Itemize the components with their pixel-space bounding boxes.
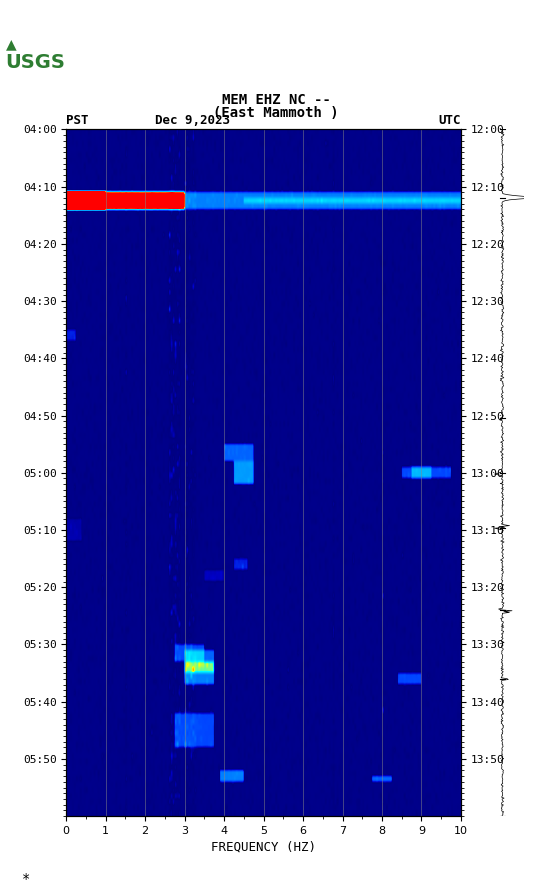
Text: Dec 9,2023: Dec 9,2023 [155,113,230,127]
Text: (East Mammoth ): (East Mammoth ) [213,106,339,120]
Text: PST: PST [66,113,89,127]
X-axis label: FREQUENCY (HZ): FREQUENCY (HZ) [211,840,316,853]
Text: UTC: UTC [438,113,461,127]
Text: USGS: USGS [6,53,65,72]
Text: *: * [22,872,30,886]
Text: MEM EHZ NC --: MEM EHZ NC -- [221,93,331,107]
Text: ▲: ▲ [6,37,16,52]
